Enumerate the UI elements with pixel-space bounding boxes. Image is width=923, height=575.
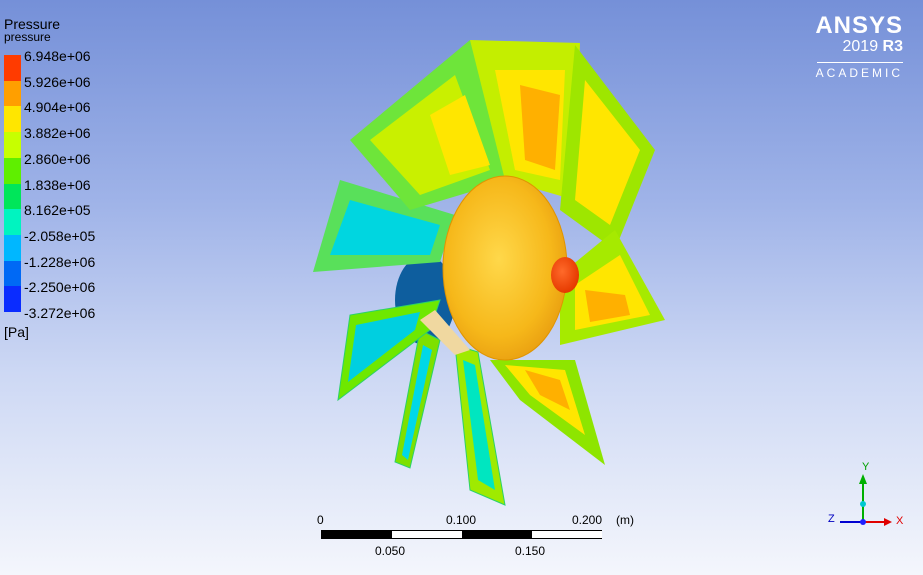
version-release: R3: [882, 38, 903, 55]
blade-lower-3: [337, 299, 441, 402]
legend-tick-label: 1.838e+06: [24, 176, 91, 193]
axis-triad[interactable]: Y X Z: [826, 460, 906, 535]
blade-left-1: [313, 180, 455, 272]
legend-tick-label: 6.948e+06: [24, 48, 91, 64]
color-bar-segment: [4, 55, 21, 82]
edition-label: ACADEMIC: [815, 66, 903, 80]
legend-tick-label: -1.228e+06: [24, 253, 96, 270]
legend-tick-label: 3.882e+06: [24, 125, 91, 142]
y-axis-arrow: [859, 474, 867, 484]
y-axis-label: Y: [862, 461, 870, 473]
color-bar-segment: [4, 286, 21, 313]
legend-tick-label: 2.860e+06: [24, 150, 91, 167]
x-axis-arrow: [884, 518, 892, 526]
version-year: 2019: [842, 38, 879, 55]
scale-label-0100: 0.100: [446, 513, 477, 527]
scale-label-0050: 0.050: [375, 544, 406, 558]
color-bar-segment: [4, 234, 21, 262]
legend-title: Pressure: [4, 16, 61, 32]
ansys-logo: ANSYS 2019 R3 ACADEMIC: [815, 14, 903, 79]
color-bar-segment: [4, 106, 21, 133]
legend-tick-label: 4.904e+06: [24, 99, 91, 116]
color-bar-segment: [4, 157, 21, 184]
legend-tick-label: -2.058e+05: [24, 227, 96, 244]
logo-divider: [817, 62, 903, 63]
hub-cone: [442, 175, 568, 361]
length-scale: 0 0.100 0.200 (m) 0.050 0.150: [317, 512, 634, 572]
scale-bar: [321, 530, 602, 539]
legend-tick-label: -3.272e+06: [24, 305, 96, 321]
legend-tick-label: 8.162e+05: [24, 202, 91, 219]
scale-segment: [392, 531, 462, 538]
triad-origin: [860, 519, 866, 525]
scale-label-0200: 0.200: [572, 513, 603, 527]
color-bar-segment: [4, 132, 21, 159]
blade-lower-right: [490, 360, 605, 465]
scale-segment: [462, 531, 532, 538]
color-bar-segment: [4, 183, 21, 210]
hub-tip: [551, 257, 579, 293]
blade-top: [470, 40, 580, 200]
blade-root-surface: [420, 310, 470, 355]
scale-segment: [532, 531, 602, 538]
scale-label-0: 0: [317, 513, 324, 527]
pressure-legend: Pressure pressure 6.948e+06 5.926e+06 4.90…: [4, 16, 95, 340]
version-label: 2019 R3: [815, 38, 904, 56]
legend-tick-label: 5.926e+06: [24, 73, 91, 90]
z-axis-label: Z: [828, 513, 835, 525]
blade-upper-right: [560, 45, 655, 250]
scale-label-0150: 0.150: [515, 544, 546, 558]
color-bar: [4, 55, 21, 313]
legend-unit: [Pa]: [4, 324, 29, 340]
blade-lower-2: [454, 344, 506, 506]
brand-name: ANSYS: [815, 12, 903, 39]
color-bar-segment: [4, 80, 21, 107]
triad-center: [860, 501, 866, 507]
blade-left-2: [350, 40, 510, 210]
scale-unit: (m): [616, 513, 634, 527]
x-axis-label: X: [896, 515, 904, 527]
legend-subtitle: pressure: [4, 30, 51, 44]
color-bar-segment: [4, 260, 21, 287]
legend-tick-label: -2.250e+06: [24, 279, 96, 296]
scale-segment: [322, 531, 392, 538]
color-bar-segment: [4, 209, 21, 236]
blade-right: [560, 230, 665, 345]
